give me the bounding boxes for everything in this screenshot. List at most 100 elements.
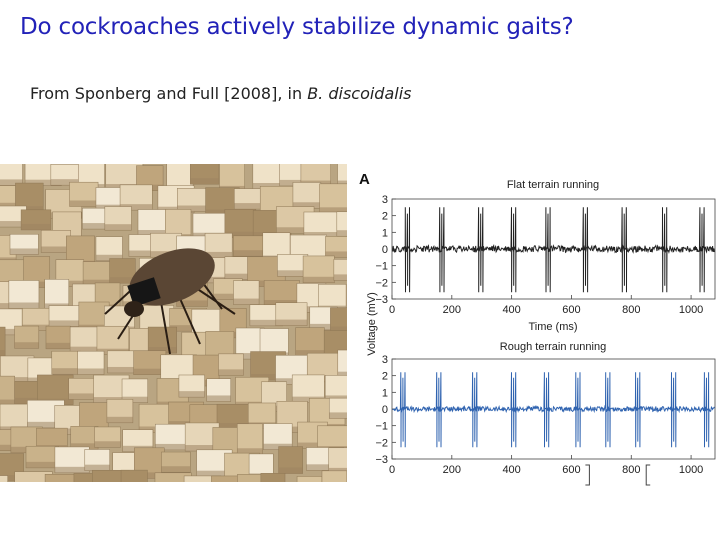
wood-block-shadow — [216, 423, 254, 430]
wood-block-shadow — [51, 368, 81, 375]
wood-block-shadow — [54, 428, 82, 435]
wood-block — [336, 211, 347, 237]
wood-block-shadow — [10, 248, 39, 255]
y-tick-label: 2 — [382, 211, 388, 223]
y-tick-label: 3 — [382, 194, 388, 206]
wood-block-shadow — [275, 378, 308, 385]
emg-chart-svg: A Voltage (mV) Flat terrain running 3210… — [359, 171, 716, 486]
wood-block-shadow — [233, 250, 270, 257]
wood-block — [296, 476, 323, 482]
x-tick-label: 0 — [389, 464, 395, 476]
wood-block — [260, 473, 286, 482]
wood-block-shadow — [0, 328, 23, 335]
wood-block-shadow — [306, 464, 344, 471]
y-tick-label: −2 — [375, 437, 388, 449]
x-tick-label: 800 — [622, 304, 640, 316]
wood-block-shadow — [218, 369, 244, 376]
wood-block-shadow — [70, 443, 99, 450]
wood-block-shadow — [278, 467, 303, 474]
rough-panel-title: Rough terrain running — [500, 341, 606, 353]
wood-block-shadow — [77, 368, 105, 375]
wood-block-shadow — [224, 273, 253, 280]
wood-block-shadow — [0, 350, 6, 357]
wood-block-shadow — [120, 204, 153, 211]
wood-block-shadow — [237, 448, 263, 455]
cockroach-photo — [0, 164, 347, 482]
wood-block-shadow — [233, 298, 260, 305]
wood-block — [337, 164, 347, 187]
wood-block-shadow — [0, 303, 9, 310]
wood-block — [211, 475, 239, 482]
bracket-left — [585, 464, 590, 486]
citation-prefix: From Sponberg and Full [2008], in — [30, 84, 308, 103]
x-tick-label: 800 — [622, 464, 640, 476]
wood-block-shadow — [193, 379, 220, 386]
wood-block-shadow — [41, 246, 71, 253]
wood-block-shadow — [0, 444, 18, 451]
wood-block-shadow — [0, 377, 34, 384]
wood-block-shadow — [161, 466, 191, 473]
wood-block-shadow — [21, 223, 51, 230]
flat-panel-title: Flat terrain running — [507, 179, 599, 191]
wood-block — [321, 470, 347, 482]
y-tick-label: 1 — [382, 387, 388, 399]
wood-block-shadow — [297, 442, 328, 449]
wood-block-shadow — [325, 251, 347, 258]
wood-block-shadow — [15, 206, 44, 213]
y-tick-label: 0 — [382, 244, 388, 256]
wood-block-shadow — [276, 227, 315, 234]
wood-block-shadow — [0, 179, 23, 186]
x-tick-label: 1000 — [679, 304, 703, 316]
y-tick-label: −1 — [375, 261, 388, 273]
wood-block-shadow — [68, 393, 103, 400]
cockroach-leg — [159, 295, 171, 355]
wood-block-shadow — [107, 366, 142, 373]
y-tick-label: 0 — [382, 404, 388, 416]
wood-block — [154, 472, 192, 482]
wood-block-shadow — [26, 461, 59, 468]
wood-block-shadow — [0, 221, 27, 228]
wood-block-shadow — [27, 421, 65, 428]
wood-block-shadow — [8, 302, 39, 309]
wood-block-shadow — [69, 200, 99, 207]
shared-y-axis-label: Voltage (mV) — [366, 292, 378, 356]
wood-block-shadow — [25, 179, 62, 186]
wood-block-shadow — [70, 346, 98, 353]
y-tick-label: 3 — [382, 354, 388, 366]
wood-block-shadow — [279, 179, 306, 186]
rough-trace-line — [392, 372, 715, 448]
wood-block-shadow — [0, 399, 15, 406]
wood-block-shadow — [14, 342, 39, 349]
wood-block-shadow — [50, 179, 85, 186]
wood-block-shadow — [176, 300, 208, 307]
wood-block-shadow — [263, 443, 293, 450]
wood-block-shadow — [45, 342, 71, 349]
wood-block — [337, 349, 347, 378]
wood-block-shadow — [337, 371, 347, 378]
x-tick-label: 400 — [502, 304, 520, 316]
wood-block-shadow — [22, 324, 56, 331]
wood-block-shadow — [330, 326, 347, 333]
panel-label: A — [359, 171, 370, 188]
wood-block-shadow — [49, 320, 84, 327]
x-tick-label: 600 — [562, 464, 580, 476]
wood-block-shadow — [309, 323, 338, 330]
wood-block-shadow — [224, 231, 256, 238]
wood-block-shadow — [178, 391, 205, 398]
backpack-electrode — [127, 277, 161, 307]
bracket-right — [645, 464, 651, 486]
y-tick-label: 2 — [382, 371, 388, 383]
wood-block-shadow — [95, 254, 123, 261]
wood-block — [0, 475, 8, 482]
wood-block-shadow — [134, 472, 165, 479]
wood-block-shadow — [106, 416, 133, 423]
slide-title: Do cockroaches actively stabilize dynami… — [20, 14, 574, 40]
wood-block-shadow — [128, 250, 155, 257]
wood-block-shadow — [213, 293, 243, 300]
cockroach-head — [124, 301, 144, 317]
wood-block-shadow — [185, 445, 220, 452]
x-tick-label: 400 — [502, 464, 520, 476]
wood-block-shadow — [333, 274, 347, 281]
